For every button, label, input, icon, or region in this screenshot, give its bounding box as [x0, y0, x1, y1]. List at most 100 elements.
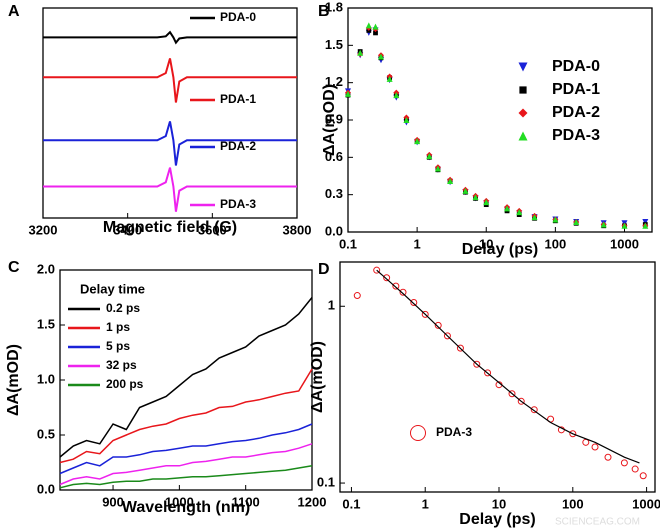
- x-tick-label: 0.1: [339, 236, 357, 251]
- marker: [365, 22, 372, 29]
- marker: [373, 30, 378, 36]
- x-axis-label: Wavelength (nm): [122, 499, 250, 516]
- marker: [620, 459, 628, 467]
- y-tick-label: 0.5: [37, 426, 55, 441]
- marker: [642, 222, 649, 229]
- marker: [591, 443, 599, 451]
- legend-label: PDA-1: [552, 81, 600, 98]
- x-tick-label: 1100: [232, 494, 260, 509]
- marker: [517, 397, 525, 405]
- marker: [516, 209, 523, 216]
- x-axis-label: Delay (ps): [459, 511, 535, 528]
- marker: [472, 194, 479, 201]
- x-tick-label: 10: [492, 496, 506, 511]
- panel-label: C: [8, 259, 20, 276]
- marker: [531, 214, 538, 221]
- legend-label: 5 ps: [106, 339, 130, 353]
- marker: [573, 219, 580, 226]
- legend-label: 1 ps: [106, 320, 130, 334]
- x-tick-label: 3600: [198, 222, 227, 237]
- y-tick-label: 0.1: [317, 474, 335, 489]
- x-tick-label: 3200: [29, 222, 58, 237]
- marker: [399, 288, 407, 296]
- marker: [530, 406, 538, 414]
- legend-swatch: [518, 131, 528, 141]
- marker: [604, 453, 612, 461]
- marker: [600, 221, 607, 228]
- y-tick-label: 0.9: [325, 111, 343, 126]
- x-tick-label: 100: [562, 496, 584, 511]
- legend-label: PDA-3: [220, 197, 256, 211]
- plot-frame: [339, 261, 656, 493]
- legend-swatch: [518, 108, 528, 118]
- y-tick-label: 0.3: [325, 186, 343, 201]
- legend-label: PDA-2: [552, 104, 600, 121]
- marker: [552, 216, 559, 223]
- plot-frame: [42, 7, 298, 219]
- series-line: [59, 443, 313, 486]
- legend-swatch: [519, 86, 527, 94]
- marker: [443, 332, 451, 340]
- legend-label: 200 ps: [106, 377, 144, 391]
- x-tick-label: 3400: [113, 222, 142, 237]
- marker: [410, 299, 418, 307]
- watermark: SCIENCEAG.COM: [555, 517, 640, 528]
- y-tick-label: 1.5: [37, 316, 55, 331]
- y-tick-label: 1: [328, 298, 335, 313]
- x-tick-label: 1000: [165, 494, 194, 509]
- series-line: [43, 58, 297, 103]
- x-axis-label: Magnetic field (G): [103, 219, 237, 236]
- marker: [372, 23, 379, 30]
- marker: [421, 310, 429, 318]
- x-tick-label: 1: [414, 236, 421, 251]
- legend-label: PDA-0: [220, 10, 256, 24]
- marker: [414, 138, 421, 145]
- y-tick-label: 0.0: [325, 223, 343, 238]
- x-tick-label: 100: [545, 236, 567, 251]
- marker: [642, 219, 649, 226]
- marker: [392, 282, 400, 290]
- marker: [462, 187, 469, 194]
- marker: [353, 292, 361, 300]
- marker: [473, 360, 481, 368]
- y-axis-label: ΔA(mOD): [309, 341, 326, 413]
- marker: [631, 465, 639, 473]
- legend-label: 0.2 ps: [106, 301, 140, 315]
- marker: [383, 274, 391, 282]
- y-tick-label: 2.0: [37, 261, 55, 276]
- marker: [483, 199, 490, 206]
- legend-label: 32 ps: [106, 358, 137, 372]
- y-tick-label: 1.5: [325, 37, 343, 52]
- x-tick-label: 0.1: [342, 496, 360, 511]
- y-axis-label: ΔA(mOD): [321, 84, 338, 156]
- series-line: [59, 465, 313, 489]
- y-tick-label: 1.0: [37, 371, 55, 386]
- y-tick-label: 1.2: [325, 74, 343, 89]
- marker: [403, 117, 410, 123]
- series-line: [59, 368, 313, 464]
- y-tick-label: 0.6: [325, 149, 343, 164]
- x-axis-label: Delay (ps): [462, 241, 538, 258]
- panel-label: D: [318, 261, 330, 278]
- y-tick-label: 1.8: [325, 0, 343, 14]
- marker: [393, 92, 400, 99]
- series-line: [59, 297, 313, 458]
- plot-frame: [347, 7, 653, 233]
- panel-label: A: [8, 3, 20, 20]
- marker: [434, 321, 442, 329]
- marker: [508, 390, 516, 398]
- y-tick-label: 0.0: [37, 481, 55, 496]
- marker: [377, 53, 384, 60]
- marker: [447, 177, 454, 184]
- marker: [621, 222, 628, 229]
- fit-line: [376, 269, 640, 464]
- legend-label: PDA-1: [220, 92, 256, 106]
- x-tick-label: 1000: [610, 236, 639, 251]
- marker: [373, 266, 381, 274]
- legend-swatch: [410, 425, 426, 441]
- legend-swatch: [518, 62, 528, 72]
- marker: [569, 430, 577, 438]
- marker: [386, 75, 393, 82]
- x-tick-label: 1: [422, 496, 429, 511]
- marker: [504, 205, 511, 212]
